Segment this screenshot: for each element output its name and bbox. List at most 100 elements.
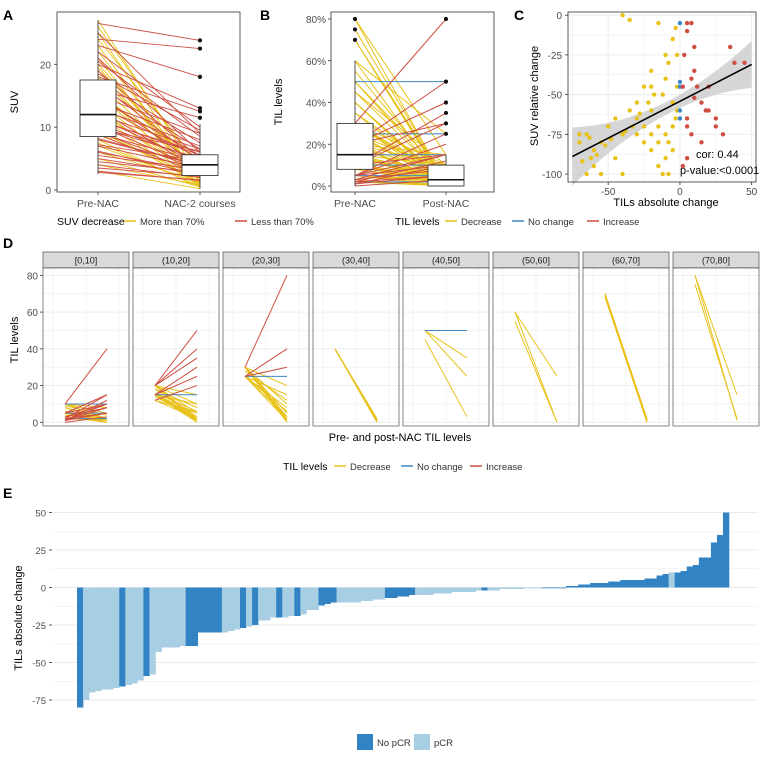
- panel-d-facet-frame: [312, 267, 400, 427]
- panel-d-facet-frame: [222, 267, 310, 427]
- panel-c-point-decrease: [666, 140, 671, 145]
- panel-e-bar-no-pcr: [704, 557, 712, 588]
- panel-b-til-chart: B TIL levels 0% 20% 40% 60% 80% Pre-NAC Post-N…: [260, 7, 639, 228]
- panel-e-bar-pcr: [89, 587, 96, 693]
- panel-e-bar-no-pcr: [716, 535, 724, 588]
- panel-d-facet-label: (10,20]: [162, 256, 190, 266]
- panel-c-ytick-label: 0: [556, 11, 562, 22]
- panel-a-frame: [56, 11, 241, 193]
- panel-a-suv-chart: A SUV 0 10 20 Pre-NAC NAC-2 courses SUV decr…: [3, 7, 314, 228]
- panel-b-ylabel: TIL levels: [273, 78, 285, 125]
- panel-c-point-no-change: [677, 79, 683, 85]
- panel-d-ytick-label: 60: [27, 308, 39, 319]
- panel-c-point-decrease: [591, 148, 597, 153]
- panel-e-bar-no-pcr: [638, 580, 645, 588]
- panel-e-bar-pcr: [668, 572, 675, 588]
- panel-a-line-less-than-70: [97, 63, 201, 109]
- panel-a-line-less-than-70: [97, 22, 201, 41]
- panel-c-point-decrease: [641, 84, 647, 89]
- panel-c-xtick-label: 50: [746, 187, 758, 198]
- panel-e-bar-pcr: [463, 587, 470, 592]
- panel-c-point-increase: [684, 124, 690, 129]
- panel-c-frame: [567, 11, 757, 183]
- panel-e-bar-pcr: [179, 587, 186, 646]
- panel-d-ytick-label: 40: [27, 345, 39, 356]
- panel-d-line-decrease: [604, 293, 648, 420]
- panel-c-point-decrease: [613, 155, 618, 161]
- panel-e-bar-no-pcr: [197, 587, 205, 633]
- panel-e-bar-no-pcr: [620, 580, 627, 588]
- panel-d-facet-frame: [402, 267, 490, 427]
- panel-e-bar-no-pcr: [390, 587, 398, 598]
- panel-e-bar-pcr: [258, 587, 265, 621]
- panel-e-bar-no-pcr: [662, 574, 669, 588]
- panel-d-xlabel: Pre- and post-NAC TIL levels: [329, 432, 472, 444]
- panel-e-bar-no-pcr: [656, 575, 663, 588]
- panel-c-point-decrease: [577, 132, 582, 137]
- panel-e-bar-pcr: [493, 587, 500, 591]
- panel-d-line-increase: [64, 407, 108, 421]
- panel-e-bar-pcr: [511, 587, 519, 589]
- panel-a-outlier-point: [197, 46, 203, 51]
- panel-e-bar-pcr: [469, 587, 476, 592]
- panel-e-bar-pcr: [107, 587, 114, 690]
- panel-b-box: [336, 122, 374, 170]
- panel-c-point-increase: [703, 108, 708, 113]
- panel-e-bar-pcr: [131, 587, 138, 684]
- panel-b-frame: [330, 11, 495, 193]
- panel-d-line-increase: [154, 385, 198, 401]
- panel-b-legend-label: No change: [528, 217, 574, 228]
- panel-d-line-increase: [64, 407, 108, 418]
- panel-c-point-decrease: [588, 155, 594, 161]
- panel-a-outlier-point: [197, 106, 203, 111]
- panel-d-line-decrease: [154, 396, 198, 420]
- panel-e-bar-no-pcr: [396, 587, 404, 597]
- panel-b-outlier-point: [443, 100, 449, 105]
- panel-e-bar-pcr: [421, 587, 428, 595]
- panel-c-point-increase: [689, 132, 694, 137]
- panel-d-line-increase: [244, 348, 288, 377]
- panel-b-legend-label: Increase: [603, 217, 639, 228]
- panel-d-facet-label: (30,40]: [342, 256, 370, 266]
- panel-e-bar-no-pcr: [77, 587, 84, 708]
- panel-c-point-increase: [713, 124, 719, 129]
- panel-c-point-decrease: [651, 92, 657, 97]
- panel-c-point-decrease: [634, 100, 640, 105]
- panel-d-line-decrease: [604, 297, 648, 423]
- panel-c-point-decrease: [649, 68, 654, 73]
- panel-c-point-decrease: [663, 76, 668, 81]
- panel-e-bar-no-pcr: [384, 587, 392, 598]
- panel-b-letter: B: [260, 7, 270, 23]
- panel-e-bar-no-pcr: [553, 587, 561, 589]
- panel-e-bar-no-pcr: [578, 584, 585, 588]
- panel-d-line-decrease: [514, 311, 558, 377]
- panel-c-point-increase: [727, 44, 733, 50]
- panel-d-facet-label: (50,60]: [522, 256, 550, 266]
- panel-d-line-decrease: [424, 339, 468, 418]
- panel-b-legend-title: TIL levels: [395, 216, 440, 228]
- panel-a-line-less-than-70: [97, 44, 201, 78]
- panel-e-bar-pcr: [264, 587, 271, 621]
- panel-b-outlier-point: [352, 16, 358, 22]
- panel-e-bar-no-pcr: [692, 565, 700, 588]
- panel-c-point-decrease: [598, 171, 604, 177]
- panel-c-point-decrease: [663, 132, 668, 137]
- panel-c-point-increase: [689, 20, 694, 26]
- panel-c-point-decrease: [594, 152, 599, 158]
- panel-b-line-increase: [354, 18, 447, 124]
- panel-d-facet-label: (40,50]: [432, 256, 460, 266]
- panel-b-legend-label: Decrease: [461, 217, 502, 228]
- panel-d-line-decrease: [244, 376, 288, 418]
- panel-c-point-decrease: [613, 116, 618, 121]
- panel-e-bar-pcr: [499, 587, 506, 589]
- panel-e-bar-pcr: [300, 587, 307, 615]
- panel-c-point-decrease: [577, 140, 582, 145]
- panel-e-bar-no-pcr: [614, 581, 621, 588]
- panel-d-faceted-chart: D TIL levels [0,10] (10,20] (20,30] (30,40]…: [3, 235, 760, 473]
- panel-c-point-decrease: [620, 12, 625, 18]
- panel-e-bar-no-pcr: [710, 542, 718, 588]
- panel-a-line-less-than-70: [97, 171, 201, 181]
- panel-d-line-decrease: [424, 330, 468, 377]
- panel-e-ytick-label: -25: [32, 621, 46, 632]
